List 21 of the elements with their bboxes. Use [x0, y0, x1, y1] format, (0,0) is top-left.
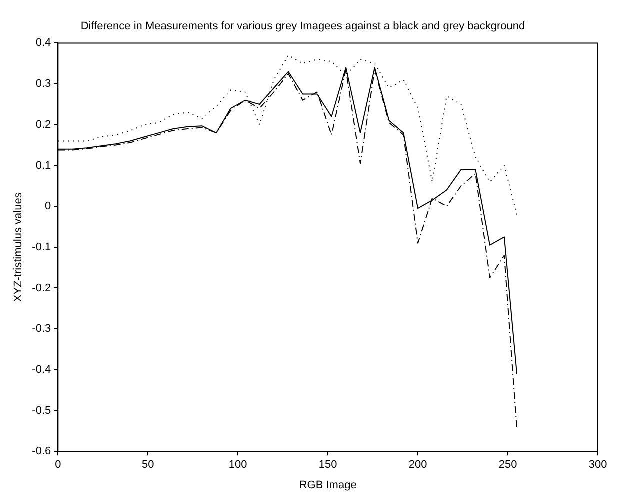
y-tick-label: -0.2	[32, 282, 52, 294]
x-tick-label: 300	[588, 459, 608, 472]
y-tick-label: -0.1	[32, 241, 52, 254]
y-axis-title: XYZ-tristimulus values	[12, 192, 25, 302]
x-tick-label: 150	[318, 459, 338, 472]
x-axis-title: RGB Image	[299, 479, 357, 492]
y-tick-label: 0.2	[36, 118, 52, 131]
x-tick-label: 50	[142, 459, 154, 472]
x-tick-label: 250	[498, 459, 518, 472]
x-tick-label: 100	[228, 459, 248, 472]
y-tick-label: 0	[45, 200, 52, 213]
y-tick-label: -0.4	[32, 364, 52, 376]
x-tick-label: 200	[408, 459, 428, 472]
y-tick-label: 0.1	[36, 160, 52, 172]
y-tick-label: 0.4	[36, 37, 52, 50]
y-tick-label: -0.6	[32, 446, 52, 458]
chart-title: Difference in Measurements for various grey Imagees against a black and grey background	[80, 20, 526, 33]
y-tick-label: 0.3	[36, 78, 52, 90]
y-tick-label: -0.5	[32, 404, 52, 417]
x-tick-label: 0	[55, 459, 62, 472]
y-tick-label: -0.3	[32, 323, 52, 336]
